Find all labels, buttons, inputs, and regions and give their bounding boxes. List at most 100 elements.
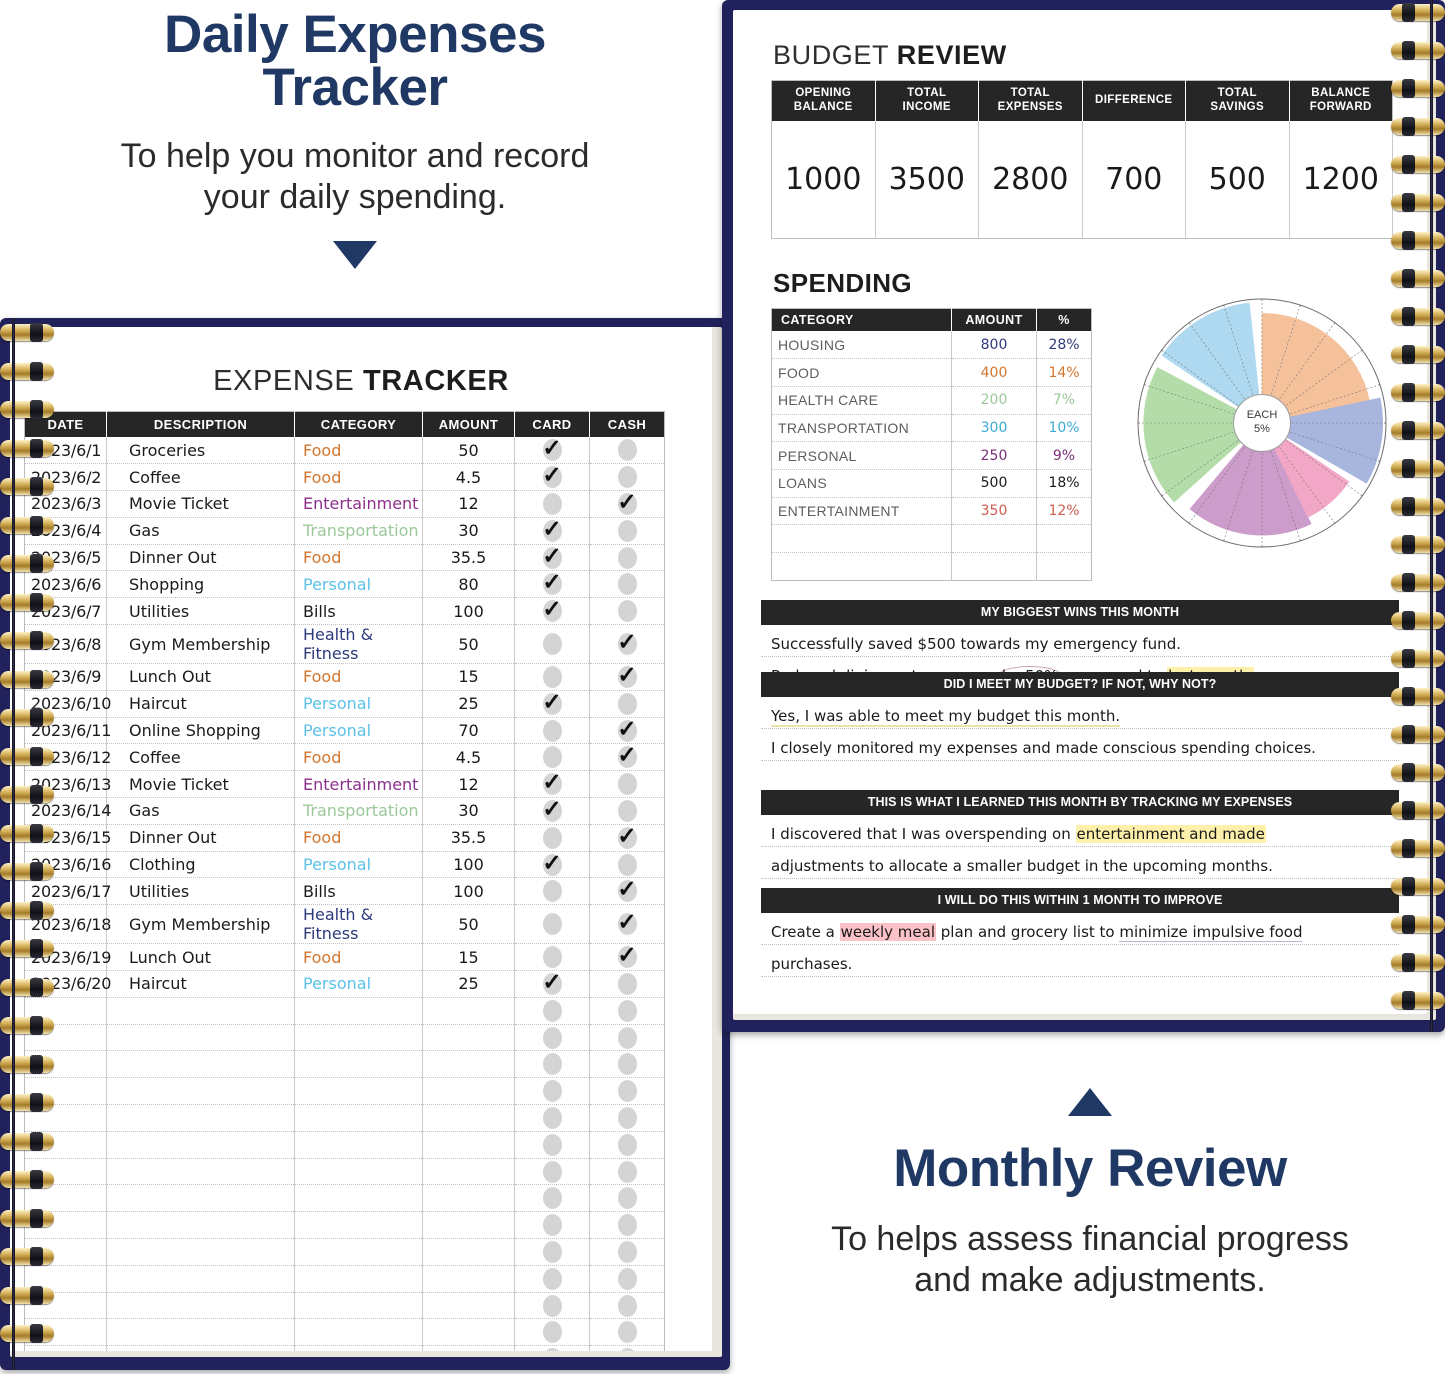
- checkbox-empty[interactable]: [589, 517, 665, 545]
- checkbox-checked[interactable]: ✓: [589, 744, 665, 772]
- spending-row[interactable]: HOUSING 800 28%: [771, 331, 1092, 360]
- checkbox-checked[interactable]: ✓: [589, 490, 665, 518]
- table-row[interactable]: 2023/6/4 Gas Transportation 30 ✓: [24, 517, 665, 545]
- checkbox-empty[interactable]: [589, 1158, 665, 1186]
- table-row-empty[interactable]: [24, 1238, 665, 1266]
- checkbox-empty[interactable]: [589, 1292, 665, 1320]
- checkbox-empty[interactable]: [514, 1050, 590, 1079]
- checkbox-empty[interactable]: [514, 824, 590, 852]
- checkbox-checked[interactable]: ✓: [514, 597, 590, 626]
- checkbox-empty[interactable]: [589, 1265, 665, 1293]
- checkbox-checked[interactable]: ✓: [514, 463, 590, 492]
- checkbox-checked[interactable]: ✓: [514, 517, 590, 545]
- checkbox-empty[interactable]: [514, 1077, 590, 1106]
- table-row-empty[interactable]: [24, 1024, 665, 1052]
- table-row[interactable]: 2023/6/6 Shopping Personal 80 ✓: [24, 570, 665, 599]
- checkbox-checked[interactable]: ✓: [589, 663, 665, 691]
- table-row-empty[interactable]: [24, 997, 665, 1025]
- checkbox-empty[interactable]: [589, 1318, 665, 1347]
- reflection-line[interactable]: Yes, I was able to meet my budget this m…: [761, 697, 1399, 729]
- checkbox-empty[interactable]: [514, 1104, 590, 1132]
- spending-row[interactable]: TRANSPORTATION 300 10%: [771, 414, 1092, 443]
- checkbox-empty[interactable]: [589, 570, 665, 599]
- checkbox-empty[interactable]: [514, 904, 590, 945]
- table-row-empty[interactable]: [24, 1184, 665, 1213]
- table-row[interactable]: 2023/6/9 Lunch Out Food 15 ✓: [24, 663, 665, 691]
- table-row-empty[interactable]: [24, 1077, 665, 1106]
- checkbox-checked[interactable]: ✓: [514, 770, 590, 799]
- checkbox-checked[interactable]: ✓: [514, 797, 590, 825]
- checkbox-empty[interactable]: [514, 743, 590, 772]
- checkbox-empty[interactable]: [589, 1050, 665, 1079]
- table-row[interactable]: 2023/6/1 Groceries Food 50 ✓: [24, 436, 665, 465]
- table-row-empty[interactable]: [24, 1131, 665, 1159]
- reflection-line[interactable]: adjustments to allocate a smaller budget…: [761, 847, 1399, 879]
- checkbox-checked[interactable]: ✓: [514, 571, 590, 599]
- checkbox-empty[interactable]: [589, 970, 665, 998]
- table-row[interactable]: 2023/6/10 Haircut Personal 25 ✓: [24, 690, 665, 718]
- checkbox-checked[interactable]: ✓: [589, 717, 665, 745]
- checkbox-empty[interactable]: [514, 1292, 590, 1320]
- checkbox-empty[interactable]: [589, 1131, 665, 1159]
- checkbox-empty[interactable]: [589, 1024, 665, 1052]
- spending-row-empty[interactable]: [771, 552, 1092, 581]
- checkbox-empty[interactable]: [589, 463, 665, 492]
- checkbox-empty[interactable]: [514, 490, 590, 518]
- checkbox-empty[interactable]: [589, 597, 665, 626]
- table-row[interactable]: 2023/6/3 Movie Ticket Entertainment 12 ✓: [24, 490, 665, 518]
- checkbox-empty[interactable]: [589, 851, 665, 879]
- checkbox-empty[interactable]: [514, 1211, 590, 1240]
- table-row[interactable]: 2023/6/16 Clothing Personal 100 ✓: [24, 851, 665, 879]
- checkbox-empty[interactable]: [589, 544, 665, 572]
- checkbox-empty[interactable]: [514, 1265, 590, 1293]
- checkbox-empty[interactable]: [589, 1238, 665, 1266]
- checkbox-checked[interactable]: ✓: [589, 943, 665, 972]
- checkbox-empty[interactable]: [514, 1318, 590, 1347]
- checkbox-empty[interactable]: [514, 943, 590, 972]
- checkbox-checked[interactable]: ✓: [589, 824, 665, 852]
- checkbox-empty[interactable]: [589, 437, 665, 465]
- checkbox-checked[interactable]: ✓: [589, 624, 665, 665]
- table-row[interactable]: 2023/6/8 Gym Membership Health & Fitness 50…: [24, 624, 665, 665]
- checkbox-empty[interactable]: [514, 877, 590, 906]
- table-row-empty[interactable]: [24, 1050, 665, 1079]
- table-row-empty[interactable]: [24, 1345, 665, 1351]
- reflection-line[interactable]: I discovered that I was overspending on …: [761, 815, 1399, 847]
- checkbox-checked[interactable]: ✓: [589, 878, 665, 906]
- reflection-line[interactable]: purchases.: [761, 945, 1399, 977]
- checkbox-empty[interactable]: [589, 797, 665, 825]
- checkbox-checked[interactable]: ✓: [589, 904, 665, 945]
- table-row-empty[interactable]: [24, 1292, 665, 1320]
- reflection-line[interactable]: Successfully saved $500 towards my emerg…: [761, 625, 1399, 657]
- checkbox-empty[interactable]: [514, 1131, 590, 1159]
- table-row-empty[interactable]: [24, 1211, 665, 1240]
- checkbox-empty[interactable]: [514, 1238, 590, 1266]
- checkbox-checked[interactable]: ✓: [514, 690, 590, 718]
- table-row[interactable]: 2023/6/14 Gas Transportation 30 ✓: [24, 797, 665, 825]
- table-row[interactable]: 2023/6/7 Utilities Bills 100 ✓: [24, 597, 665, 626]
- checkbox-checked[interactable]: ✓: [514, 436, 590, 465]
- table-row[interactable]: 2023/6/11 Online Shopping Personal 70 ✓: [24, 717, 665, 745]
- reflection-line[interactable]: I closely monitored my expenses and made…: [761, 729, 1399, 761]
- checkbox-empty[interactable]: [589, 997, 665, 1025]
- checkbox-empty[interactable]: [514, 1158, 590, 1186]
- checkbox-empty[interactable]: [514, 1184, 590, 1213]
- checkbox-checked[interactable]: ✓: [514, 544, 590, 572]
- table-row[interactable]: 2023/6/17 Utilities Bills 100 ✓: [24, 877, 665, 906]
- table-row-empty[interactable]: [24, 1158, 665, 1186]
- spending-row[interactable]: HEALTH CARE 200 7%: [771, 386, 1092, 415]
- table-row-empty[interactable]: [24, 1104, 665, 1132]
- checkbox-empty[interactable]: [589, 1345, 665, 1351]
- reflection-line[interactable]: Create a weekly meal plan and grocery li…: [761, 913, 1399, 945]
- checkbox-empty[interactable]: [514, 624, 590, 665]
- checkbox-empty[interactable]: [514, 1345, 590, 1351]
- table-row[interactable]: 2023/6/15 Dinner Out Food 35.5 ✓: [24, 824, 665, 852]
- spending-row[interactable]: ENTERTAINMENT 350 12%: [771, 497, 1092, 526]
- checkbox-checked[interactable]: ✓: [514, 970, 590, 998]
- table-row-empty[interactable]: [24, 1265, 665, 1293]
- checkbox-empty[interactable]: [514, 997, 590, 1025]
- table-row[interactable]: 2023/6/20 Haircut Personal 25 ✓: [24, 970, 665, 998]
- spending-row[interactable]: LOANS 500 18%: [771, 469, 1092, 498]
- checkbox-empty[interactable]: [589, 1211, 665, 1240]
- checkbox-empty[interactable]: [589, 1184, 665, 1213]
